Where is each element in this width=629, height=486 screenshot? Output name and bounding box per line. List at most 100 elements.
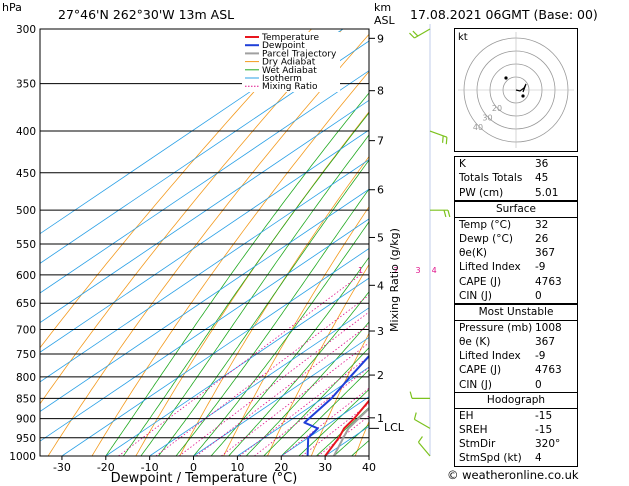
mixing-ratio-line — [239, 355, 369, 456]
wet-adiabat-line — [105, 92, 369, 456]
pressure-tick-label: 1000 — [9, 451, 36, 463]
km-tick-label: 1 — [377, 412, 384, 425]
km-tick-label: 6 — [377, 184, 384, 197]
pressure-tick-label: 500 — [16, 205, 36, 217]
isotherm-line — [40, 218, 369, 442]
x-tick-label: 0 — [190, 461, 197, 474]
pressure-tick-label: 300 — [16, 24, 36, 36]
mixing-ratio-line — [301, 403, 369, 456]
km-tick-label: 8 — [377, 85, 384, 98]
km-tick-label: 3 — [377, 325, 384, 338]
pressure-tick-label: 550 — [16, 239, 36, 251]
x-tick-label: 30 — [318, 461, 332, 474]
x-tick-label: -30 — [53, 461, 71, 474]
plot-frame — [39, 28, 370, 457]
pressure-tick-label: 700 — [16, 325, 36, 337]
hodograph-title: Hodograph — [486, 394, 546, 406]
mixing-ratio-line — [118, 274, 361, 456]
wet-adiabat-line — [193, 221, 369, 456]
pressure-tick-label: 850 — [16, 393, 36, 405]
lcl-label: LCL — [384, 421, 405, 434]
pressure-tick-label: 750 — [16, 349, 36, 361]
pressure-tick-label: 650 — [16, 298, 36, 310]
dry-adiabat-line — [91, 70, 369, 456]
wet-adiabat-line — [245, 321, 369, 456]
datetime-label: 17.08.2021 06GMT (Base: 00) — [410, 7, 598, 22]
isotherm-line — [40, 129, 369, 353]
stmdir-row: StmDir 320° — [459, 438, 561, 451]
hodograph-ring-label: 40 — [473, 123, 483, 132]
mixing-ratio-label: 3 — [415, 266, 420, 275]
pressure-tick-label: 450 — [16, 168, 36, 180]
surface-theta-row: θe(K) 367 — [459, 247, 556, 260]
wind-barb — [414, 28, 431, 39]
pressure-tick-label: 950 — [16, 433, 36, 445]
dry-adiabat-line — [310, 332, 369, 456]
wind-barb-flag — [441, 135, 444, 143]
legend-entry: Temperature — [261, 33, 319, 43]
most-unstable-title: Most Unstable — [478, 306, 554, 318]
wind-barb-flag — [409, 32, 415, 39]
k-index-row: K 36 — [459, 158, 549, 170]
isotherm-line — [40, 159, 369, 383]
wind-barb-flag — [447, 210, 451, 218]
wet-adiabat-line — [298, 388, 369, 456]
pressure-unit-label: hPa — [2, 1, 22, 14]
x-tick-label: 20 — [274, 461, 288, 474]
temperature-line — [324, 399, 369, 456]
x-tick-label: -20 — [97, 461, 115, 474]
pressure-tick-label: 800 — [16, 372, 36, 384]
wet-adiabat-line — [140, 134, 369, 456]
hodograph-table: Hodograph EH -15 SREH -15 StmDir 320° StmSp… — [454, 392, 578, 467]
wind-barb — [429, 130, 448, 138]
legend-entry: Dry Adiabat — [262, 58, 316, 68]
isotherm-line — [40, 188, 369, 413]
mixing-ratio-line — [195, 323, 369, 456]
isotherm-line — [40, 70, 369, 294]
isotherm-line — [149, 307, 369, 456]
wet-adiabat-line — [158, 159, 369, 456]
km-tick-label: 4 — [377, 279, 384, 292]
pressure-tick-label: 400 — [16, 126, 36, 138]
isotherm-line — [40, 40, 369, 264]
mixing-ratio-line — [281, 387, 369, 456]
isotherm-line — [61, 248, 369, 456]
dry-adiabat-line — [40, 29, 313, 349]
dewpoint-line — [303, 354, 369, 456]
mixing-ratio-label: 2 — [394, 266, 399, 275]
surface-lifted-row: Lifted Index -9 — [459, 261, 546, 274]
most-unstable-table: Most Unstable Pressure (mb) 1008 θe (K) 36… — [454, 304, 578, 393]
x-tick-label: 40 — [362, 461, 376, 474]
wet-adiabat-line — [281, 369, 369, 456]
hodograph-unit-label: kt — [458, 32, 468, 43]
mixing-ratio-label: 4 — [432, 266, 437, 275]
pw-row: PW (cm) 5.01 — [459, 186, 559, 199]
km-tick-label: 5 — [377, 231, 384, 244]
wind-barb-flag — [445, 137, 448, 145]
wind-barb-flag — [409, 391, 413, 399]
km-label: km — [374, 1, 392, 14]
legend-entry: Wet Adiabat — [262, 66, 317, 76]
surface-cin-row: CIN (J) 0 — [459, 289, 542, 302]
parcel-trajectory-line — [333, 407, 369, 456]
totals-totals-row: Totals Totals 45 — [459, 172, 549, 185]
km-tick-label: 2 — [377, 369, 384, 382]
dry-adiabat-line — [47, 33, 369, 456]
mixing-ratio-label: 1 — [358, 266, 363, 275]
wind-barb — [414, 418, 431, 429]
km-tick-label: 9 — [377, 32, 384, 45]
asl-label: ASL — [374, 14, 395, 27]
km-tick-label: 7 — [377, 135, 384, 148]
credit-label: © weatheronline.co.uk — [447, 468, 579, 482]
x-axis-label: Dewpoint / Temperature (°C) — [111, 471, 298, 486]
dry-adiabat-line — [40, 29, 344, 405]
surface-temp-row: Temp (°C) 32 — [459, 218, 549, 231]
hodograph-point — [521, 94, 525, 98]
wind-barb-flag — [413, 412, 417, 420]
pressure-tick-label: 900 — [16, 414, 36, 426]
mu-lifted-row: Lifted Index -9 — [459, 350, 546, 363]
y-axis-label: Mixing Ratio (g/kg) — [388, 228, 401, 332]
wind-barb-flag — [443, 210, 447, 218]
mu-theta-row: θe (K) 367 — [459, 335, 556, 348]
